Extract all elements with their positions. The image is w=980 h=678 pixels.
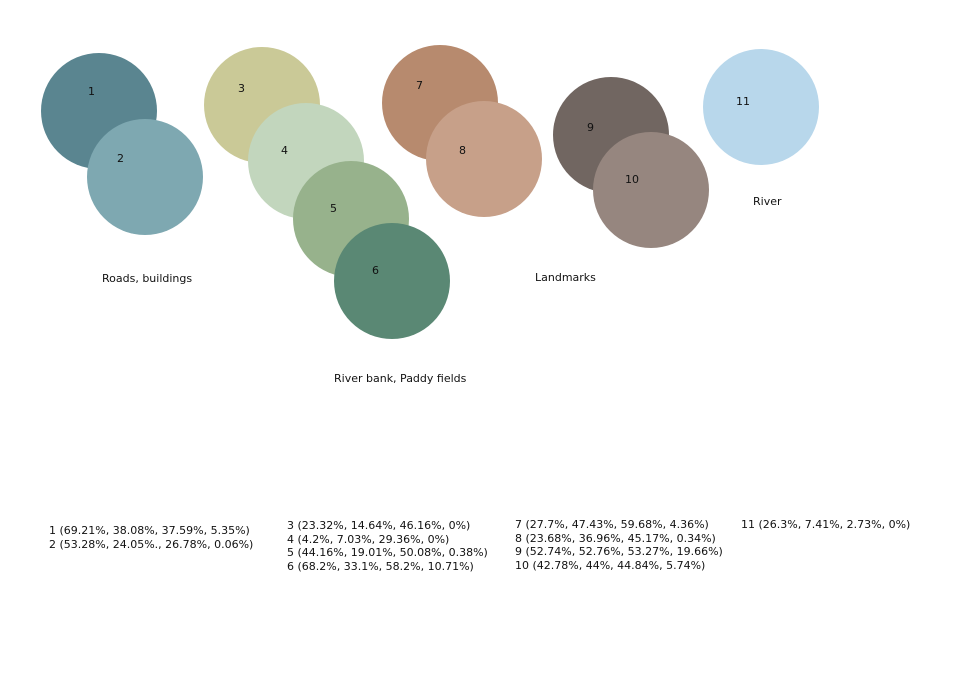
group-label-landmarks: Landmarks — [535, 271, 596, 284]
legend-entry: 3 (23.32%, 14.64%, 46.16%, 0%) — [287, 519, 471, 532]
legend-entry: 8 (23.68%, 36.96%, 45.17%, 0.34%) — [515, 531, 716, 545]
swatch-number-2: 2 — [117, 152, 124, 165]
swatch-number-8: 8 — [459, 144, 466, 157]
swatch-number-5: 5 — [330, 202, 337, 215]
group-label-river: River — [753, 195, 782, 208]
legend-entry: 4 (4.2%, 7.03%, 29.36%, 0%) — [287, 532, 450, 546]
color-swatch-8 — [426, 101, 542, 217]
color-swatch-10 — [593, 132, 709, 248]
legend-column-roads: 1 (69.21%, 38.08%, 37.59%, 5.35%) 2 (53.… — [49, 524, 253, 551]
color-swatch-11 — [703, 49, 819, 165]
swatch-number-7: 7 — [416, 79, 423, 92]
legend-entry: 5 (44.16%, 19.01%, 50.08%, 0.38%) — [287, 546, 488, 560]
legend-entry: 11 (26.3%, 7.41%, 2.73%, 0%) — [741, 518, 911, 531]
swatch-number-9: 9 — [587, 121, 594, 134]
legend-entry: 2 (53.28%, 24.05%., 26.78%, 0.06%) — [49, 537, 254, 551]
legend-column-landmarks: 7 (27.7%, 47.43%, 59.68%, 4.36%) 8 (23.6… — [515, 518, 723, 572]
group-label-river-bank-paddy-fields: River bank, Paddy fields — [334, 372, 467, 385]
swatch-number-11: 11 — [736, 95, 750, 108]
swatch-number-10: 10 — [625, 173, 639, 186]
swatch-number-3: 3 — [238, 82, 245, 95]
legend-entry: 1 (69.21%, 38.08%, 37.59%, 5.35%) — [49, 524, 250, 537]
color-swatch-6 — [334, 223, 450, 339]
legend-column-river: 11 (26.3%, 7.41%, 2.73%, 0%) — [741, 518, 910, 532]
legend-entry: 7 (27.7%, 47.43%, 59.68%, 4.36%) — [515, 518, 709, 531]
legend-column-riverbank: 3 (23.32%, 14.64%, 46.16%, 0%) 4 (4.2%, … — [287, 519, 488, 573]
swatch-number-6: 6 — [372, 264, 379, 277]
legend-entry: 9 (52.74%, 52.76%, 53.27%, 19.66%) — [515, 545, 723, 559]
group-label-roads-buildings: Roads, buildings — [102, 272, 193, 285]
color-swatch-2 — [87, 119, 203, 235]
legend-entry: 6 (68.2%, 33.1%, 58.2%, 10.71%) — [287, 559, 474, 573]
swatch-number-1: 1 — [88, 85, 95, 98]
legend-entry: 10 (42.78%, 44%, 44.84%, 5.74%) — [515, 558, 706, 572]
swatch-number-4: 4 — [281, 144, 288, 157]
